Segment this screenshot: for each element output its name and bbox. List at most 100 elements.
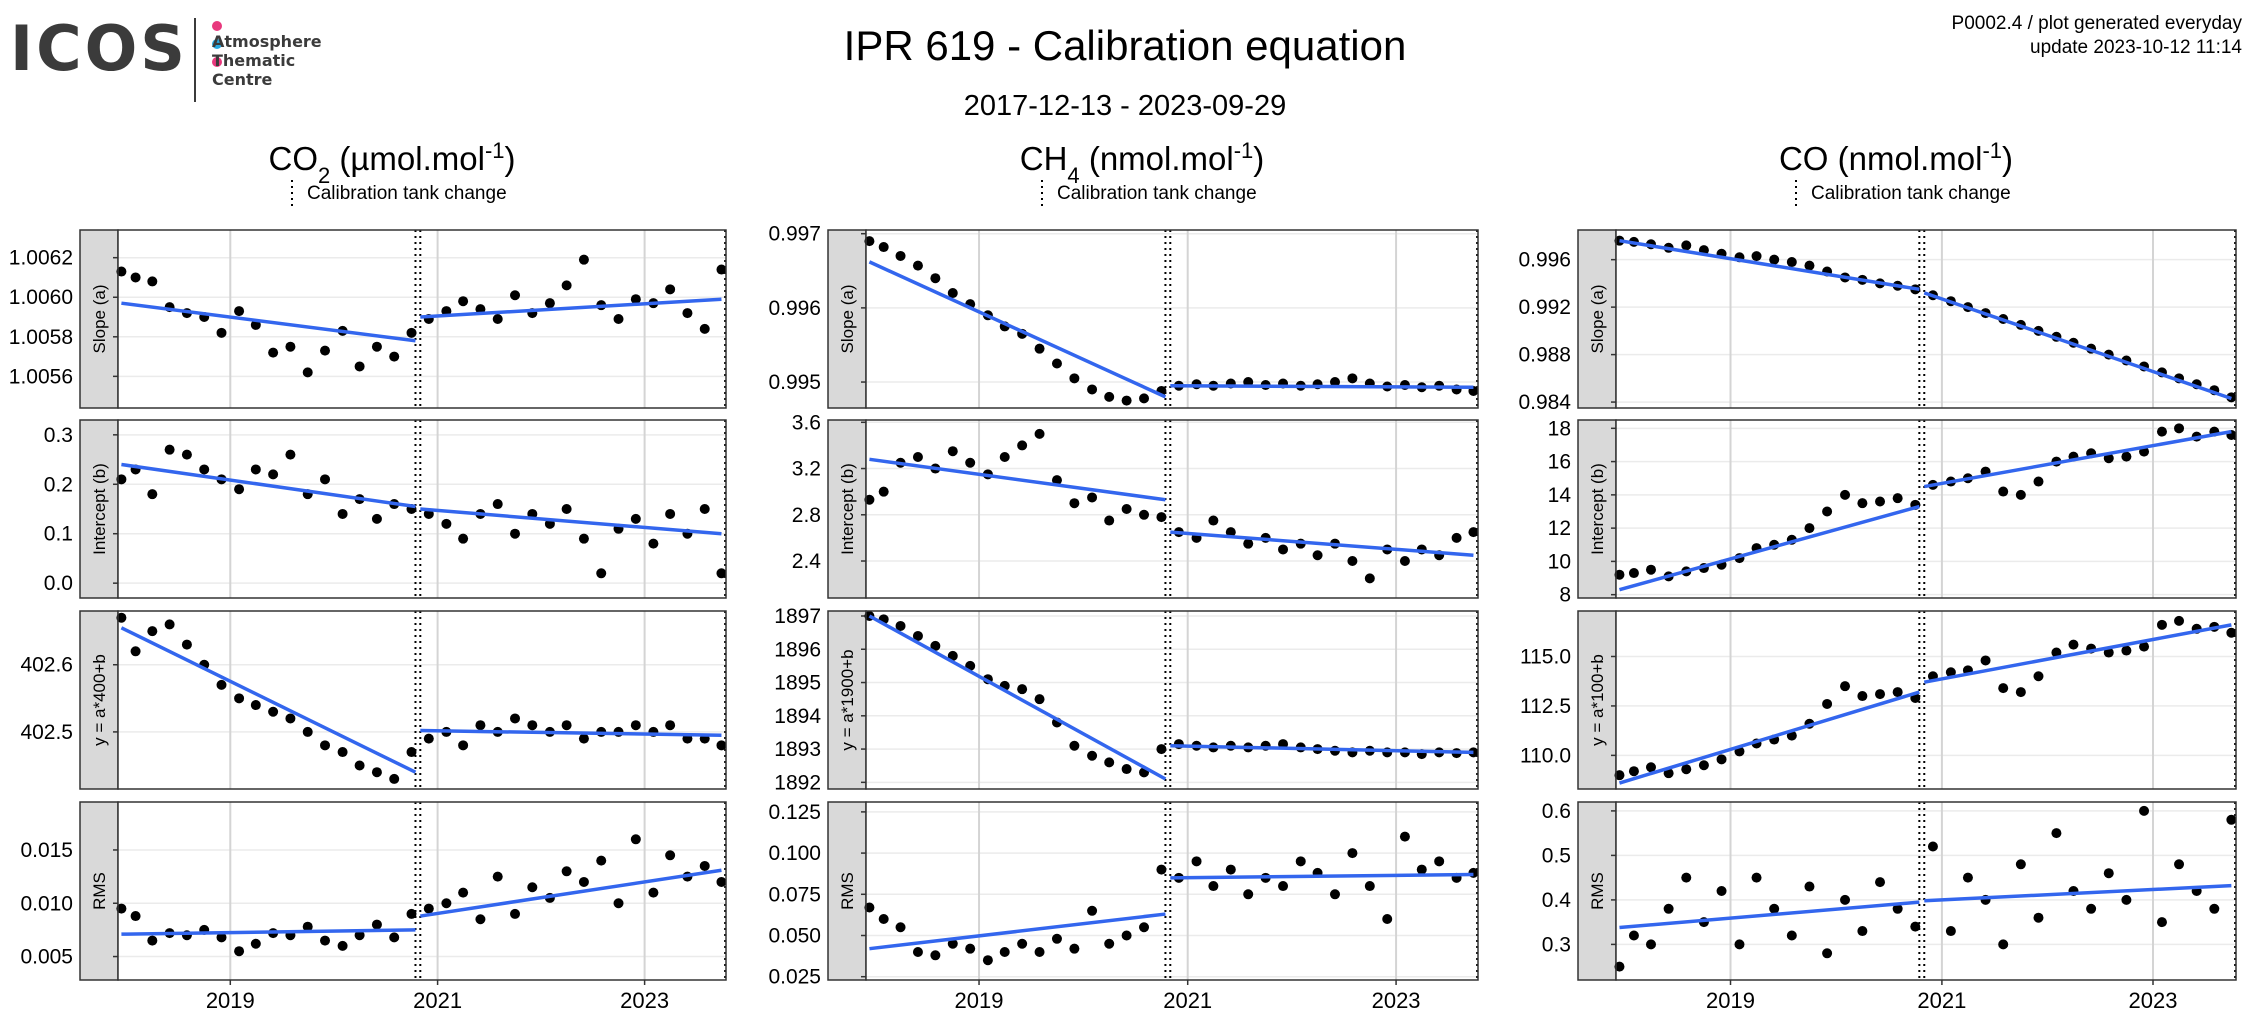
data-point xyxy=(1628,766,1639,777)
data-point xyxy=(285,449,296,460)
facet-strip xyxy=(79,801,119,981)
data-point xyxy=(878,486,889,497)
data-point xyxy=(1104,757,1115,768)
data-point xyxy=(164,444,175,455)
data-point xyxy=(1104,391,1115,402)
data-point xyxy=(1945,667,1956,678)
facet-panel: RMS 0.3 0.4 0.5 0.6 2019 2021 2023 xyxy=(1542,800,2237,1013)
data-point xyxy=(665,850,676,861)
data-point xyxy=(1399,831,1410,842)
data-point xyxy=(561,866,572,877)
data-point xyxy=(1017,684,1028,695)
update-info: P0002.4 / plot generated everyday update… xyxy=(1952,12,2242,60)
data-point xyxy=(147,935,158,946)
data-point xyxy=(1278,544,1289,555)
data-point xyxy=(716,264,727,275)
y-tick-label: 0.125 xyxy=(768,801,821,824)
data-point xyxy=(878,242,889,253)
data-point xyxy=(912,630,923,641)
fit-line xyxy=(869,457,1166,502)
facet-panel: Slope (a) 1.0056 1.0058 1.0060 1.0062 xyxy=(9,229,727,409)
y-tick-label: 10 xyxy=(1548,550,1571,573)
data-point xyxy=(406,327,417,338)
data-point xyxy=(699,860,710,871)
data-point xyxy=(2226,814,2237,825)
unit-superscript: -1 xyxy=(1234,138,1254,163)
y-tick-label: 0.996 xyxy=(1518,249,1571,272)
data-point xyxy=(2051,828,2062,839)
data-point xyxy=(1069,498,1080,509)
y-tick-label: 2.4 xyxy=(792,550,822,573)
data-point xyxy=(1681,240,1692,251)
chart-co2: CO2 (µmol.mol-1)Calibration tank changeS… xyxy=(9,138,727,1013)
x-tick-label: 2021 xyxy=(1163,988,1212,1013)
y-tick-label: 16 xyxy=(1548,451,1571,474)
data-point xyxy=(2209,903,2220,914)
data-point xyxy=(302,726,313,737)
x-tick-label: 2023 xyxy=(620,988,669,1013)
y-tick-label: 1893 xyxy=(774,738,821,761)
panel-border xyxy=(117,229,727,409)
data-point xyxy=(475,720,486,731)
data-point xyxy=(1645,564,1656,575)
data-point xyxy=(965,943,976,954)
facet-strip-label: Slope (a) xyxy=(90,285,109,354)
data-point xyxy=(2033,912,2044,923)
logo-subtitle: Atmosphere Thematic Centre xyxy=(212,32,322,89)
fit-line xyxy=(1170,872,1474,880)
data-point xyxy=(578,876,589,887)
facet-strip xyxy=(1577,229,1617,409)
data-point xyxy=(1364,881,1375,892)
data-point xyxy=(1434,856,1445,867)
data-point xyxy=(181,639,192,650)
data-point xyxy=(371,341,382,352)
panel-background xyxy=(866,802,1478,980)
data-point xyxy=(699,504,710,514)
data-point xyxy=(320,474,331,485)
data-point xyxy=(2156,619,2167,630)
legend-label: Calibration tank change xyxy=(1057,183,1257,204)
data-point xyxy=(878,914,889,925)
data-point xyxy=(2156,917,2167,928)
data-point xyxy=(1468,527,1479,538)
facet-panel: Slope (a) 0.984 0.988 0.992 0.996 xyxy=(1518,229,2237,414)
data-point xyxy=(1804,523,1815,534)
data-point xyxy=(1804,881,1815,892)
facet-panel: Slope (a) 0.995 0.996 0.997 xyxy=(768,223,1479,409)
chart-ch4: CH4 (nmol.mol-1)Calibration tank changeS… xyxy=(768,138,1479,1013)
data-point xyxy=(1017,938,1028,949)
unit-label: (nmol.mol xyxy=(1080,140,1234,177)
data-point xyxy=(1139,509,1150,520)
y-tick-label: 0.015 xyxy=(20,839,73,862)
data-point xyxy=(285,713,296,724)
panel-background xyxy=(866,611,1478,789)
data-point xyxy=(1614,569,1625,580)
data-point xyxy=(999,946,1010,957)
data-point xyxy=(561,280,572,291)
y-tick-label: 115.0 xyxy=(1520,645,1571,668)
data-point xyxy=(492,499,503,510)
y-tick-label: 14 xyxy=(1548,484,1572,507)
facet-strip-label: RMS xyxy=(90,872,109,910)
panel-border xyxy=(117,419,727,599)
facet-strip-label: Slope (a) xyxy=(1588,285,1607,354)
data-point xyxy=(716,876,727,887)
data-point xyxy=(1716,754,1727,765)
y-tick-label: 0.1 xyxy=(44,523,73,546)
data-point xyxy=(596,568,607,579)
data-point xyxy=(1087,384,1098,395)
data-point xyxy=(578,733,589,744)
data-point xyxy=(268,469,279,480)
data-point xyxy=(423,733,434,744)
gas-name: CO xyxy=(269,140,319,177)
data-point xyxy=(475,914,486,925)
data-point xyxy=(716,568,727,579)
data-point xyxy=(2086,903,2097,914)
data-point xyxy=(1364,573,1375,584)
chart-header: CO (nmol.mol-1) xyxy=(1779,138,2013,178)
page-title: IPR 619 - Calibration equation xyxy=(843,22,1407,69)
data-point xyxy=(458,296,469,307)
fit-line xyxy=(1923,429,2232,489)
x-tick-label: 2019 xyxy=(955,988,1004,1013)
